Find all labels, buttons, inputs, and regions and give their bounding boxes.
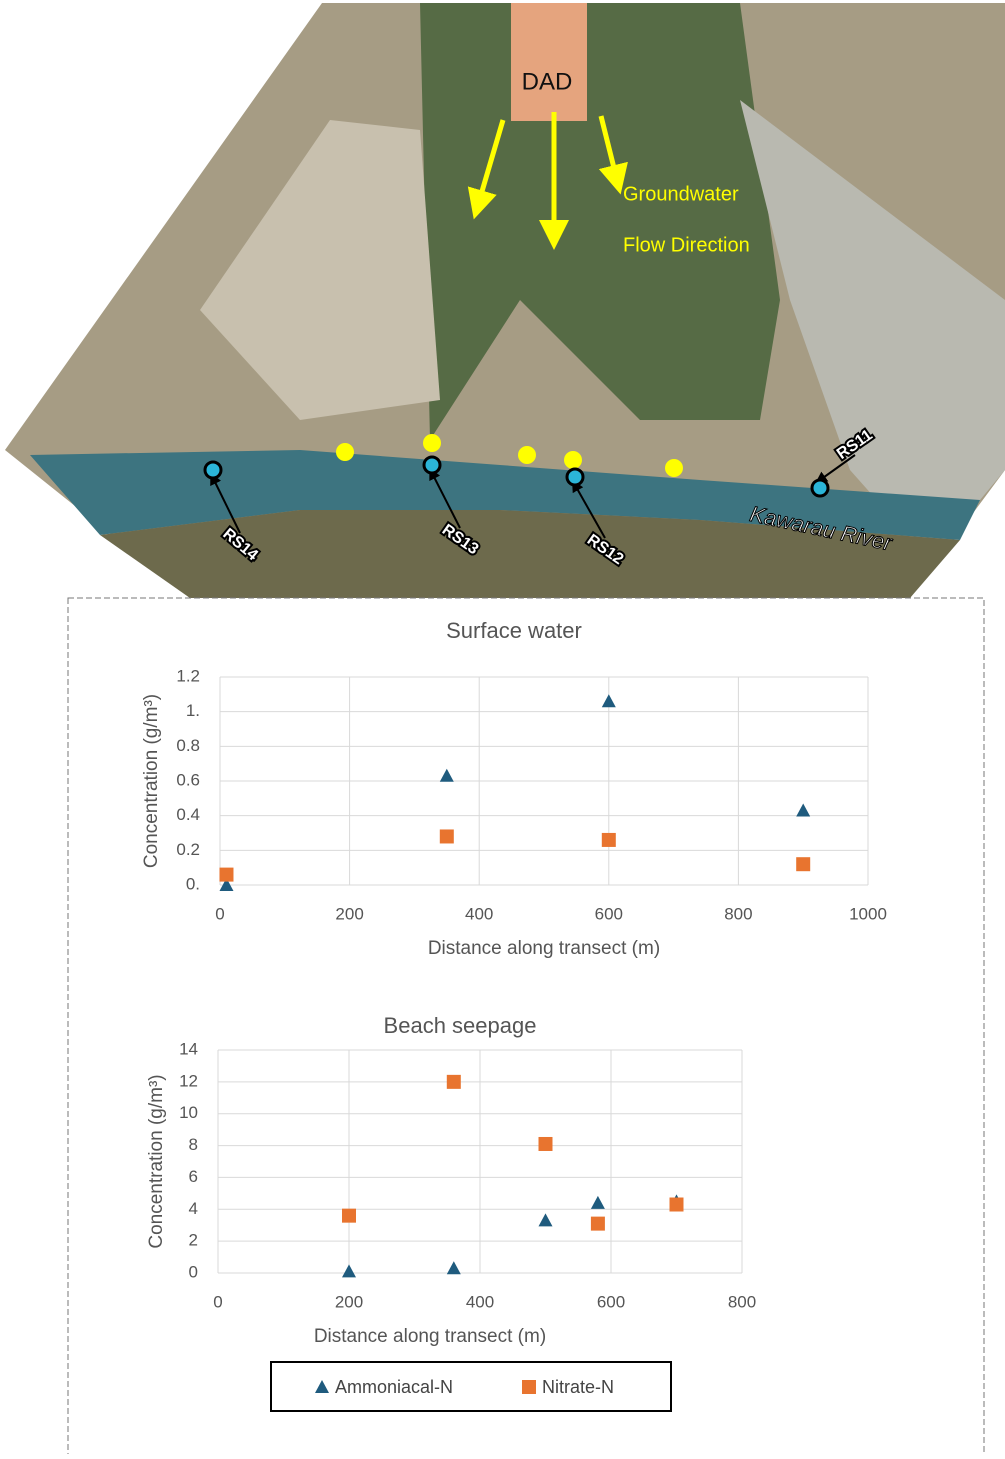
- chart-title: Beach seepage: [384, 1013, 537, 1038]
- data-point: [591, 1217, 605, 1231]
- y-tick-label: 6: [189, 1167, 198, 1186]
- y-tick-label: 2: [189, 1231, 198, 1250]
- x-axis-title: Distance along transect (m): [428, 938, 660, 959]
- y-tick-label: 0.4: [176, 805, 200, 824]
- x-axis-title: Distance along transect (m): [314, 1326, 546, 1347]
- data-point: [342, 1209, 356, 1223]
- x-tick-label: 400: [465, 904, 493, 923]
- x-tick-label: 600: [597, 1292, 625, 1311]
- dad-area: [511, 3, 587, 121]
- y-tick-label: 8: [189, 1135, 198, 1154]
- data-point: [447, 1075, 461, 1089]
- seep-point: [564, 451, 582, 469]
- aerial-map: DAD Groundwater Flow Direction Kawarau R…: [5, 3, 1005, 598]
- seep-point: [336, 443, 354, 461]
- y-tick-label: 0.8: [176, 736, 200, 755]
- y-tick-label: 1.2: [176, 666, 200, 685]
- y-tick-label: 1.: [186, 701, 200, 720]
- y-tick-label: 10: [179, 1103, 198, 1122]
- data-point: [796, 857, 810, 871]
- x-tick-label: 0: [213, 1292, 222, 1311]
- flow-label: Flow Direction: [623, 234, 750, 256]
- x-tick-label: 0: [215, 904, 224, 923]
- x-tick-label: 800: [724, 904, 752, 923]
- page: DAD Groundwater Flow Direction Kawarau R…: [0, 0, 1005, 1459]
- legend-label: Ammoniacal-N: [335, 1377, 453, 1397]
- legend-label: Nitrate-N: [542, 1377, 614, 1397]
- y-axis-title: Concentration (g/m³): [141, 694, 162, 868]
- x-tick-label: 600: [595, 904, 623, 923]
- y-tick-label: 0.2: [176, 840, 200, 859]
- seep-point: [518, 446, 536, 464]
- y-axis-title: Concentration (g/m³): [146, 1074, 167, 1248]
- data-point: [539, 1137, 553, 1151]
- seep-point: [665, 459, 683, 477]
- site-marker: [424, 457, 440, 473]
- x-tick-label: 200: [335, 1292, 363, 1311]
- x-tick-label: 200: [335, 904, 363, 923]
- x-tick-label: 1000: [849, 904, 887, 923]
- site-marker: [205, 462, 221, 478]
- x-tick-label: 800: [728, 1292, 756, 1311]
- site-label: DAD: [522, 68, 573, 95]
- y-tick-label: 0.: [186, 874, 200, 893]
- legend-marker: [522, 1380, 536, 1394]
- x-tick-label: 400: [466, 1292, 494, 1311]
- y-tick-label: 0.6: [176, 770, 200, 789]
- data-point: [440, 829, 454, 843]
- y-tick-label: 4: [189, 1199, 198, 1218]
- y-tick-label: 14: [179, 1039, 198, 1058]
- figure: DAD Groundwater Flow Direction Kawarau R…: [0, 0, 1005, 1454]
- seep-point: [423, 434, 441, 452]
- y-tick-label: 12: [179, 1071, 198, 1090]
- chart-title: Surface water: [446, 618, 582, 643]
- data-point: [219, 868, 233, 882]
- data-point: [670, 1198, 684, 1212]
- site-marker: [812, 480, 828, 496]
- flow-label: Groundwater: [623, 183, 739, 205]
- site-marker: [567, 469, 583, 485]
- y-tick-label: 0: [189, 1262, 198, 1281]
- data-point: [602, 833, 616, 847]
